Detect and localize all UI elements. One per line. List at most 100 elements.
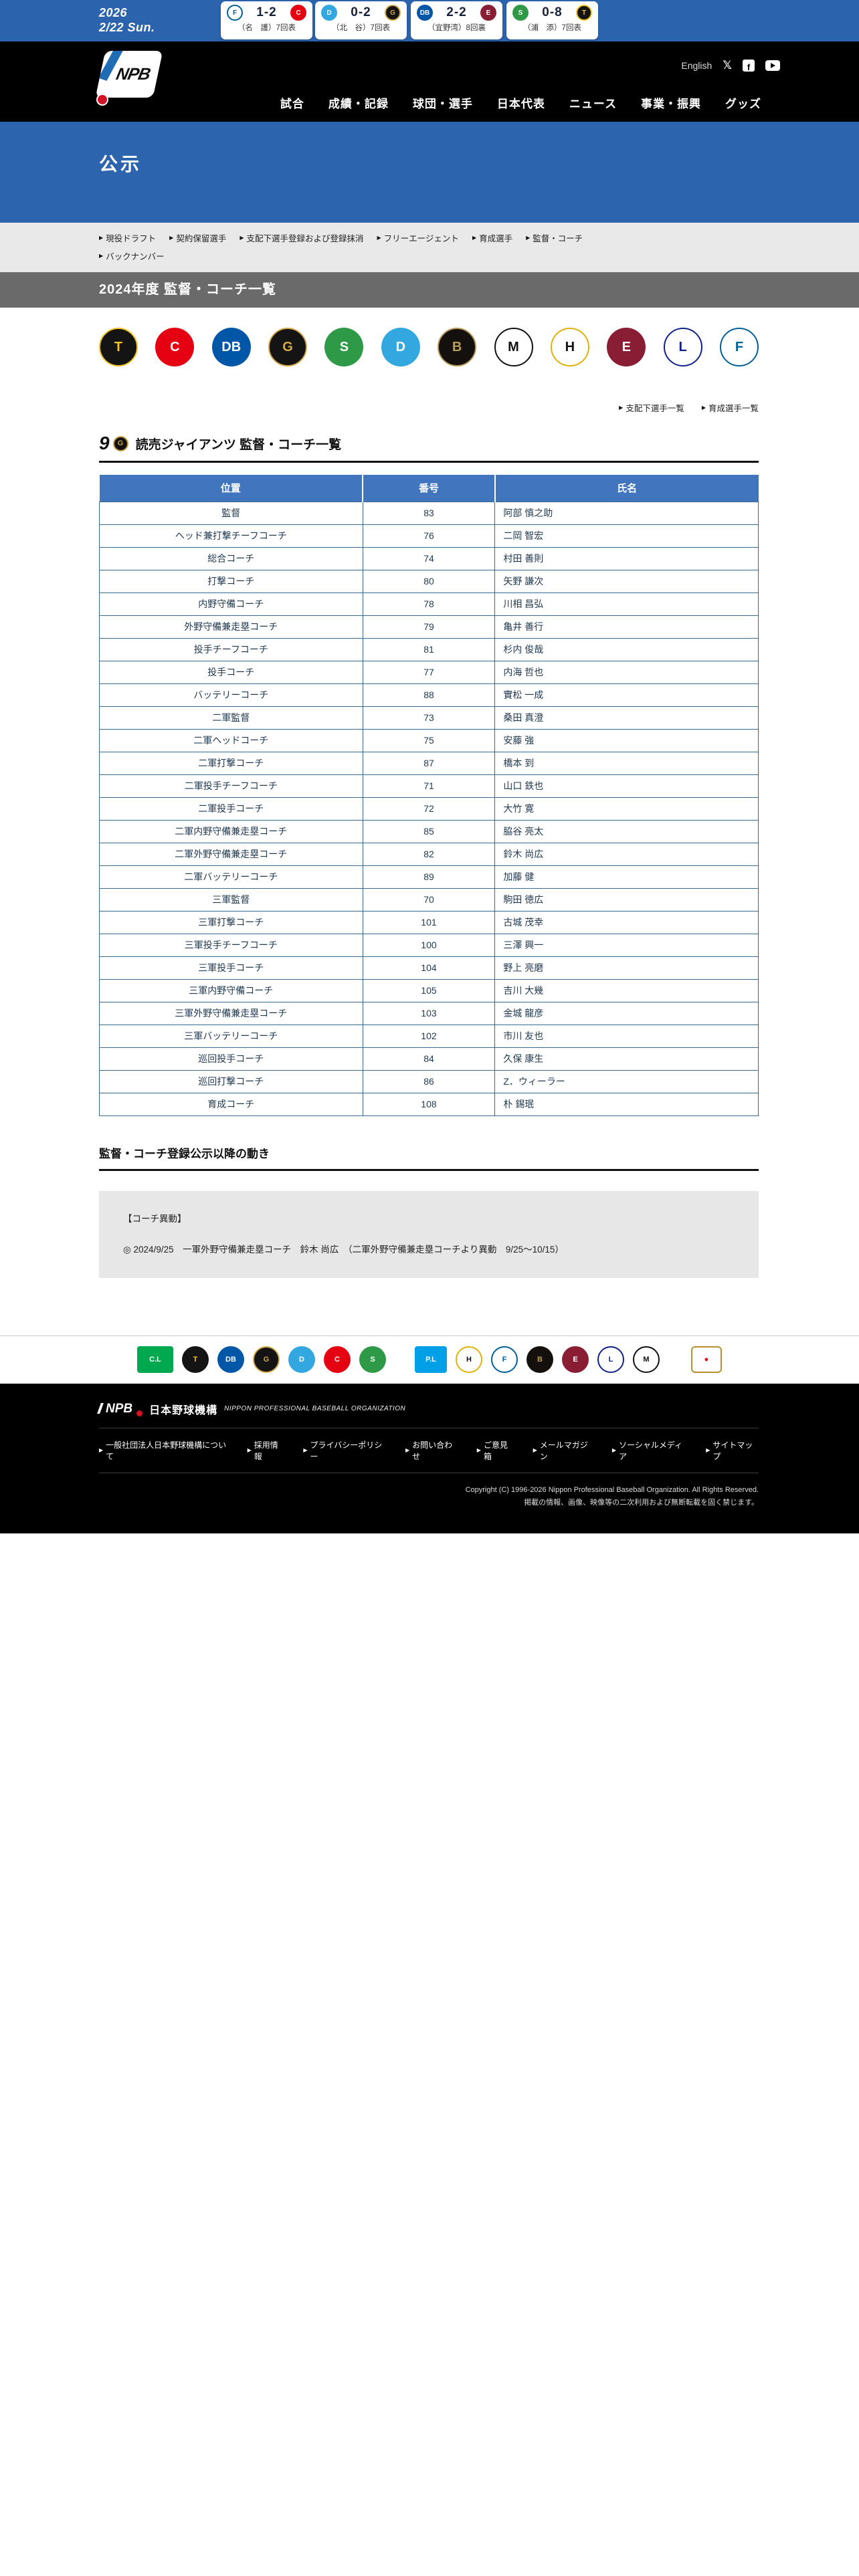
subnav-reserved-players[interactable]: ▶ 契約保留選手 <box>169 234 227 243</box>
link-arrow-icon: ▶ <box>240 235 244 241</box>
table-row: 二軍投手チーフコーチ 71 山口 鉄也 <box>99 774 759 798</box>
column-header-number: 番号 <box>362 475 495 502</box>
footer-contact[interactable]: ▶ お問い合わせ <box>405 1440 453 1461</box>
name-cell: 金城 龍彦 <box>494 1001 759 1025</box>
footer-opinion-box[interactable]: ▶ ご意見箱 <box>476 1440 508 1461</box>
yakult-swallows-logo[interactable]: S <box>324 328 364 366</box>
table-header-row: 位置 番号 氏名 <box>99 475 759 502</box>
nav-item-news[interactable]: ニュース <box>569 98 617 110</box>
hanshin-tigers-logo[interactable]: T <box>99 328 138 366</box>
subnav-row-2: ▶ バックナンバー <box>99 249 859 262</box>
position-cell: 巡回投手コーチ <box>99 1047 363 1071</box>
facebook-icon[interactable]: f <box>743 60 755 72</box>
coach-table-body: 監督 83 阿部 慎之助 ヘッド兼打撃チーフコーチ 76 二岡 智宏 総合コーチ… <box>99 501 759 1116</box>
nav-item-teams-players[interactable]: 球団・選手 <box>412 98 473 110</box>
npb-logo[interactable]: NPB <box>95 51 163 98</box>
nipponham-fighters-logo[interactable]: F <box>719 328 759 366</box>
nav-item-business[interactable]: 事業・振興 <box>641 98 701 110</box>
youtube-icon[interactable] <box>765 60 780 71</box>
dena-baystars-logo[interactable]: DB <box>211 328 251 366</box>
game-card[interactable]: D 0-2 G （北 谷）7回表 <box>315 1 407 39</box>
central-league-logo[interactable]: C.L <box>137 1346 173 1373</box>
footer-about[interactable]: ▶ 一般社団法人日本野球機構について <box>99 1440 227 1461</box>
nav-item-games[interactable]: 試合 <box>280 98 304 110</box>
footer-mail-magazine[interactable]: ▶ メールマガジン <box>533 1440 588 1461</box>
movement-entry: ◎ 2024/9/25 一軍外野守備兼走塁コーチ 鈴木 尚広 （二軍外野守備兼走… <box>123 1244 564 1255</box>
softbank-hawks-logo[interactable]: H <box>456 1346 482 1373</box>
swallows-logo: S <box>512 5 529 21</box>
x-twitter-icon[interactable]: 𝕏 <box>723 59 732 72</box>
yomiuri-giants-logo[interactable]: G <box>253 1346 280 1373</box>
subnav-backnumber[interactable]: ▶ バックナンバー <box>99 252 165 261</box>
position-cell: 三軍バッテリーコーチ <box>99 1024 363 1048</box>
dena-baystars-logo[interactable]: DB <box>217 1346 244 1373</box>
lotte-marines-logo[interactable]: M <box>633 1346 660 1373</box>
game-venue-inning: （浦 添）7回表 <box>523 24 581 32</box>
nav-item-goods[interactable]: グッズ <box>725 98 761 110</box>
seibu-lions-logo[interactable]: L <box>597 1346 624 1373</box>
link-arrow-icon: ▶ <box>169 235 174 241</box>
yomiuri-giants-90th-logo[interactable]: G <box>268 328 308 366</box>
number-cell: 70 <box>362 887 496 911</box>
prefooter-logo-bar: C.L T DB G D C S P.L H F B E L M ● <box>0 1335 859 1384</box>
chunichi-dragons-logo[interactable]: D <box>381 328 420 366</box>
footer-privacy[interactable]: ▶ プライバシーポリシー <box>303 1440 383 1461</box>
link-registered-players-list[interactable]: ▶ 支配下選手一覧 <box>619 404 684 413</box>
lotte-marines-logo[interactable]: M <box>494 328 533 366</box>
link-arrow-icon: ▶ <box>611 1447 617 1453</box>
team-section-title: 読売ジャイアンツ 監督・コーチ一覧 <box>135 437 342 452</box>
game-score: 0-2 <box>351 5 371 19</box>
hiroshima-carp-logo[interactable]: C <box>324 1346 351 1373</box>
name-cell: 安藤 強 <box>494 728 759 752</box>
yakult-swallows-logo[interactable]: S <box>359 1346 386 1373</box>
subnav-developmental[interactable]: ▶ 育成選手 <box>472 234 513 243</box>
subnav-free-agent[interactable]: ▶ フリーエージェント <box>377 234 459 243</box>
nav-item-japan-national[interactable]: 日本代表 <box>496 98 545 110</box>
link-arrow-icon: ▶ <box>405 1447 410 1453</box>
game-card[interactable]: DB 2-2 E （宜野湾）8回裏 <box>411 1 502 39</box>
chunichi-dragons-logo[interactable]: D <box>288 1346 315 1373</box>
footer-sitemap[interactable]: ▶ サイトマップ <box>706 1440 753 1461</box>
number-cell: 79 <box>362 615 496 639</box>
name-cell: 加藤 健 <box>494 865 759 889</box>
orix-buffaloes-logo[interactable]: B <box>438 328 477 366</box>
footer-social-media[interactable]: ▶ ソーシャルメディア <box>611 1440 682 1461</box>
orix-buffaloes-logo[interactable]: B <box>527 1346 553 1373</box>
samurai-japan-logo[interactable]: ● <box>691 1346 722 1373</box>
name-cell: 吉川 大幾 <box>494 978 759 1002</box>
table-row: 投手チーフコーチ 81 杉内 俊哉 <box>99 637 759 661</box>
softbank-hawks-logo[interactable]: H <box>550 328 589 366</box>
game-card[interactable]: S 0-8 T （浦 添）7回表 <box>506 1 598 39</box>
table-row: 総合コーチ 74 村田 善則 <box>99 546 759 570</box>
scoreboard-date: 2026 2/22 Sun. <box>99 6 155 35</box>
nipponham-fighters-logo[interactable]: F <box>491 1346 518 1373</box>
subnav-registration[interactable]: ▶ 支配下選手登録および登録抹消 <box>240 234 364 243</box>
table-row: 二軍ヘッドコーチ 75 安藤 強 <box>99 728 759 752</box>
page-section-title: 公示 <box>99 154 142 175</box>
number-cell: 87 <box>362 751 496 775</box>
game-card[interactable]: F 1-2 C （名 護）7回表 <box>221 1 312 39</box>
hiroshima-carp-logo[interactable]: C <box>155 328 195 366</box>
rakuten-eagles-logo[interactable]: E <box>562 1346 589 1373</box>
position-cell: 二軍外野守備兼走塁コーチ <box>99 842 363 866</box>
coach-table: 位置 番号 氏名 監督 83 阿部 慎之助 ヘッド兼打撃チーフコーチ 76 二岡… <box>99 475 759 1116</box>
seibu-lions-logo[interactable]: L <box>663 328 702 366</box>
hanshin-tigers-logo[interactable]: T <box>182 1346 209 1373</box>
link-developmental-players-list[interactable]: ▶ 育成選手一覧 <box>701 404 759 413</box>
number-cell: 84 <box>362 1047 496 1071</box>
pacific-league-logo[interactable]: P.L <box>415 1346 447 1373</box>
rakuten-eagles-logo[interactable]: E <box>607 328 646 366</box>
subnav-kantoku-coach[interactable]: ▶ 監督・コーチ <box>526 234 583 243</box>
number-cell: 73 <box>362 706 496 730</box>
number-cell: 100 <box>362 933 496 957</box>
npb-logo-ball-icon <box>96 94 108 106</box>
subnav-active-draft[interactable]: ▶ 現役ドラフト <box>99 234 157 243</box>
english-link[interactable]: English <box>681 60 712 71</box>
footer-recruit[interactable]: ▶ 採用情報 <box>247 1440 278 1461</box>
table-row: ヘッド兼打撃チーフコーチ 76 二岡 智宏 <box>99 524 759 548</box>
nav-item-records[interactable]: 成績・記録 <box>328 98 389 110</box>
name-cell: 三澤 興一 <box>494 933 759 957</box>
position-cell: 外野守備兼走塁コーチ <box>99 615 363 639</box>
number-cell: 77 <box>362 660 496 684</box>
table-row: 二軍監督 73 桑田 真澄 <box>99 706 759 730</box>
